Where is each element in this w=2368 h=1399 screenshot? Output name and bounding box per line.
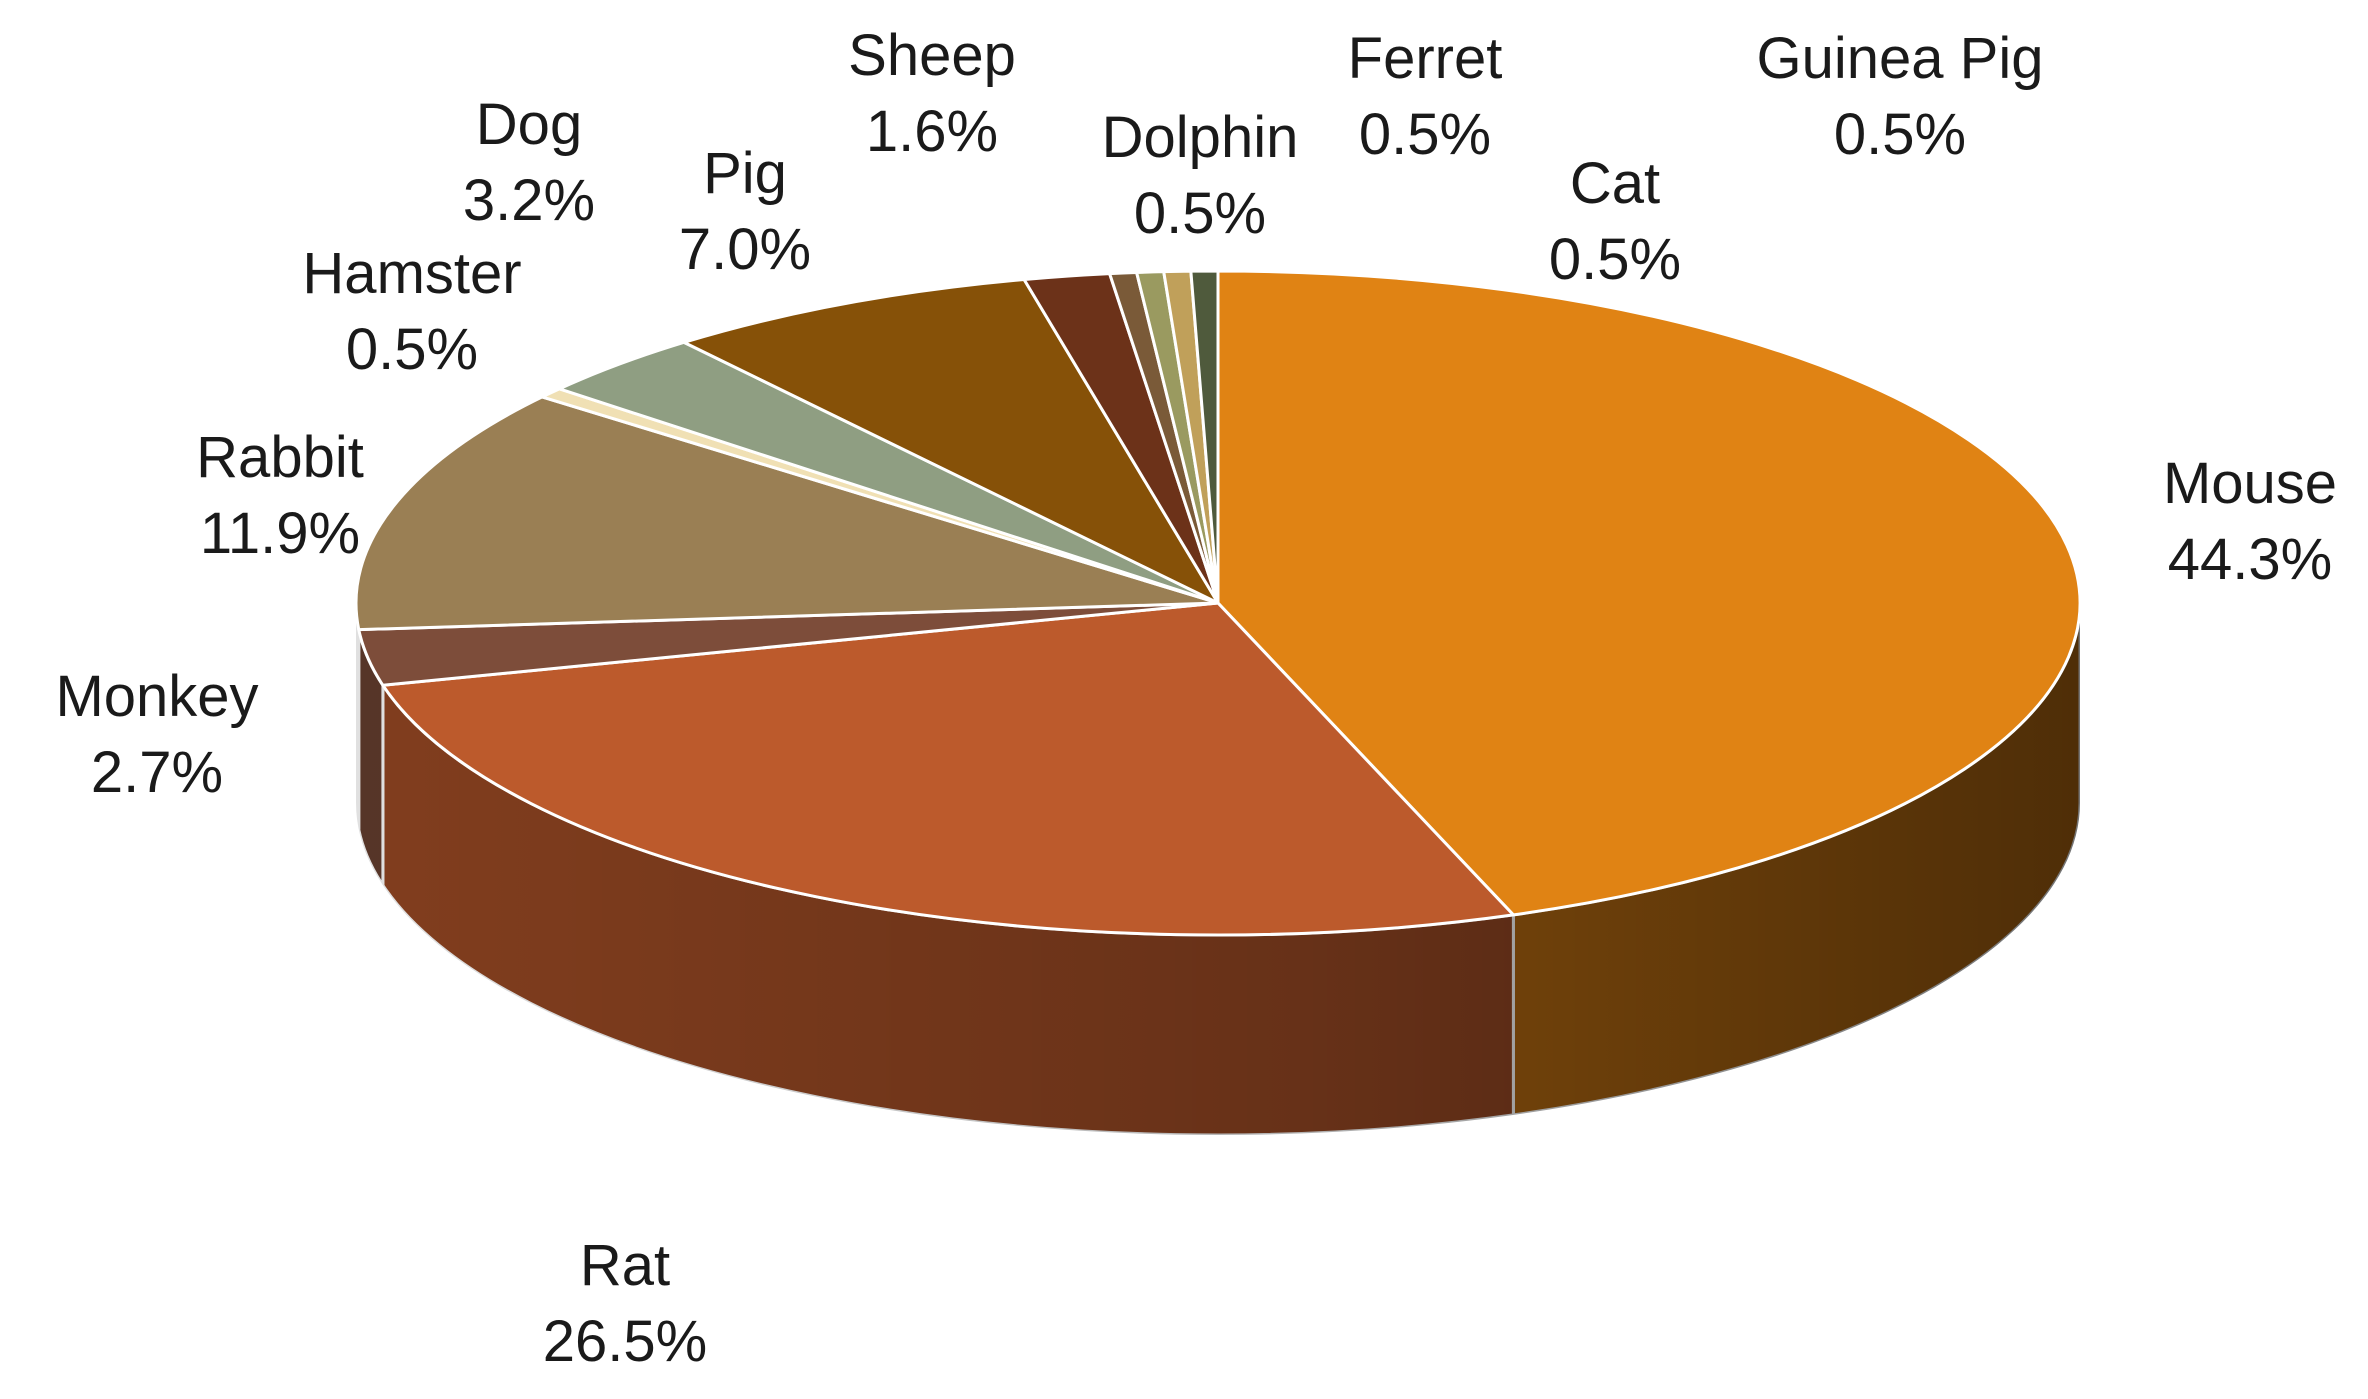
label-dog: Dog (476, 92, 582, 157)
pie-slice-pig (682, 278, 1220, 605)
pie-top-faces (354, 269, 2082, 937)
label-pig: Pig (703, 141, 787, 206)
value-label-rabbit: 11.9% (200, 501, 360, 566)
value-label-mouse: 44.3% (2168, 527, 2332, 592)
label-sheep: Sheep (848, 23, 1016, 88)
pie-slice-rabbit (354, 395, 1220, 632)
value-label-sheep: 1.6% (866, 99, 998, 164)
pie-slice-mouse (1216, 269, 2082, 917)
pie-labels: Mouse 44.3% Rat 26.5% Monkey 2.7% Rabbit 11.9% H… (55, 23, 2337, 1374)
label-guinea-pig: Guinea Pig (1757, 26, 2044, 91)
label-rat: Rat (580, 1233, 670, 1298)
label-dolphin: Dolphin (1102, 105, 1299, 170)
value-label-pig: 7.0% (679, 217, 811, 282)
pie-slice-rat (381, 601, 1515, 937)
value-label-hamster: 0.5% (346, 317, 478, 382)
label-monkey: Monkey (55, 664, 258, 729)
label-rabbit: Rabbit (196, 425, 364, 490)
value-label-ferret: 0.5% (1359, 102, 1491, 167)
value-label-dog: 3.2% (463, 168, 595, 233)
value-label-cat: 0.5% (1549, 227, 1681, 292)
label-hamster: Hamster (302, 241, 521, 306)
value-label-guinea-pig: 0.5% (1834, 102, 1966, 167)
label-ferret: Ferret (1348, 26, 1503, 91)
value-label-monkey: 2.7% (91, 740, 223, 805)
pie-slice-cat (1189, 269, 1220, 605)
label-cat: Cat (1570, 151, 1660, 216)
pie-side-shading (356, 603, 2080, 1135)
value-label-rat: 26.5% (543, 1309, 707, 1374)
label-mouse: Mouse (2163, 451, 2337, 516)
value-label-dolphin: 0.5% (1134, 181, 1266, 246)
